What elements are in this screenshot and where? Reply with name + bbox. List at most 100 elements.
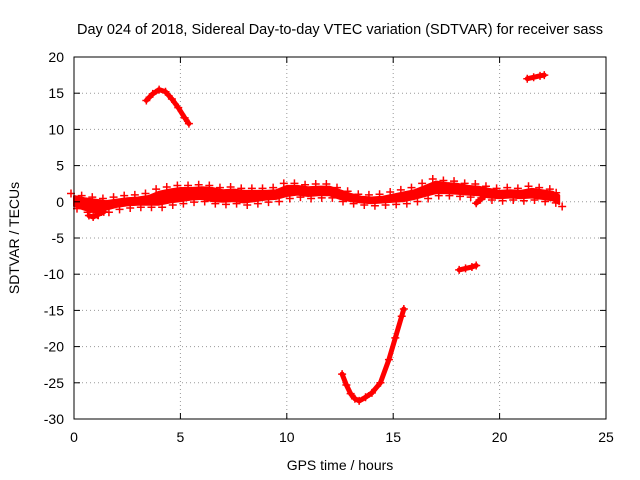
data-point [232,199,241,208]
data-point [513,184,522,193]
data-point [290,179,299,188]
data-point [168,201,177,210]
data-point [519,196,528,205]
data-point [391,333,400,342]
data-point [237,184,246,193]
y-tick-label: -20 [44,339,64,355]
data-point [386,188,395,197]
ticks: 0 5 10 15 20 25 -30 -25 -20 -15 -10 -5 0 5 10 15 20 [44,49,614,445]
y-tick-label: -25 [44,375,64,391]
data-point [509,195,518,204]
data-point [552,188,561,197]
data-point [184,119,193,128]
data-point [338,370,347,379]
grid [74,57,606,419]
data-point [296,193,305,202]
data-point [258,184,267,193]
series-tail-near-1-h [84,207,108,222]
data-point [367,388,376,397]
data-point [445,191,454,200]
data-point [540,71,549,80]
data-point [535,183,544,192]
data-point [545,185,554,194]
data-point [396,185,405,194]
data-point [484,189,493,198]
data-point [279,179,288,188]
y-tick-label: -5 [52,230,65,246]
series-arc-near-4-h [142,85,193,128]
data-point [350,394,359,403]
data-point [99,207,108,216]
data-point [147,203,156,212]
data-point [439,176,448,185]
x-tick-label: 20 [492,429,508,445]
data-point [418,179,427,188]
data-point [428,174,437,183]
data-point [221,200,230,209]
y-tick-label: -30 [44,411,64,427]
data-point [179,199,188,208]
y-tick-label: -15 [44,302,64,318]
data-point [492,184,501,193]
data-point [120,191,129,200]
y-axis-label: SDTVAR / TECUs [6,182,22,294]
data-point [364,190,373,199]
series-line [339,306,407,404]
data-point [476,195,485,204]
series-arc-near-13-5-h [338,304,408,405]
data-point [161,87,170,96]
data-point [487,195,496,204]
data-point [126,203,135,212]
data-point [322,180,331,189]
data-point [167,94,176,103]
data-point [471,180,480,189]
data-point [311,180,320,189]
data-point [339,197,347,206]
data-point [349,199,358,208]
series-segment-near-21-7-h [523,71,549,83]
data-point [481,182,490,191]
y-tick-label: 15 [48,85,64,101]
data-point [247,184,256,193]
x-tick-label: 25 [598,429,614,445]
data-point [376,378,385,387]
data-point [424,194,433,203]
data-point [551,198,560,207]
series-main-band [67,174,567,220]
data-point [342,380,351,389]
x-axis-label: GPS time / hours [287,457,394,473]
data-point [89,213,98,222]
data-point [402,199,411,208]
data-point [200,197,209,206]
data-point [152,185,161,194]
x-tick-label: 0 [70,429,78,445]
data-point [384,355,393,364]
data-point [180,113,189,122]
data-point [450,177,459,186]
data-point [498,196,507,205]
data-point [407,183,416,192]
data-point [461,264,470,273]
data-point [480,192,489,201]
data-point [142,96,151,105]
data-point [301,180,310,189]
data-point [413,197,422,206]
data-point [307,194,316,203]
data-point [375,190,384,199]
data-point [346,389,355,398]
data-point [541,197,550,206]
data-point [360,201,369,210]
data-point [109,193,118,202]
data-point [211,199,220,208]
data-point [93,210,102,219]
data-point [269,183,278,192]
data-point [215,183,224,192]
data-point [136,203,145,212]
data-point [460,179,469,188]
data-point [285,194,294,203]
series-layer [67,71,567,405]
data-point [328,193,337,202]
y-tick-label: 5 [56,158,64,174]
data-point [466,193,475,202]
